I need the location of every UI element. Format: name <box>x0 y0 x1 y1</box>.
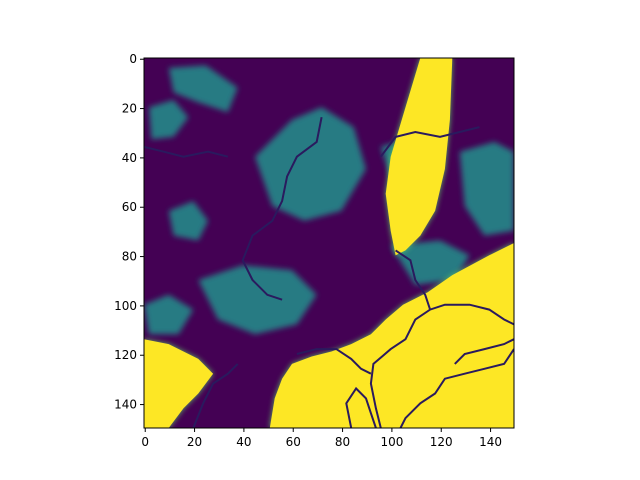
heatmap-yellow-region-0 <box>269 243 514 428</box>
y-tick-label: 80 <box>122 250 137 264</box>
border-line-7 <box>144 145 229 158</box>
border-line-1 <box>399 348 514 428</box>
border-line-3 <box>296 348 372 375</box>
border-line-8 <box>192 363 239 428</box>
heatmap-teal-patch-7 <box>390 240 470 285</box>
heatmap-teal-patch-0 <box>148 99 189 140</box>
x-tick-label: 20 <box>187 435 202 449</box>
heatmap-yellow-region-2 <box>144 339 214 428</box>
y-tick-label: 120 <box>114 348 137 362</box>
x-tick-label: 100 <box>380 435 403 449</box>
y-tick-label: 140 <box>114 398 137 412</box>
heatmap-teal-patch-8 <box>144 294 194 335</box>
y-tick-label: 0 <box>129 52 137 66</box>
x-tick-label: 80 <box>335 435 350 449</box>
y-axis: 0 20 40 60 80 100 120 140 <box>114 52 144 412</box>
y-tick-label: 100 <box>114 299 137 313</box>
heatmap-teal-patch-2 <box>255 107 366 221</box>
heatmap-border-layer <box>144 117 514 428</box>
heatmap-yellow-layer <box>144 58 514 428</box>
border-line-9 <box>454 338 514 365</box>
y-tick-label: 40 <box>122 151 137 165</box>
x-tick-label: 140 <box>479 435 502 449</box>
x-tick-label: 0 <box>141 435 149 449</box>
border-line-4 <box>395 249 432 310</box>
border-line-2 <box>345 386 377 428</box>
border-line-0 <box>369 303 514 428</box>
x-tick-label: 60 <box>286 435 301 449</box>
heatmap-teal-patch-1 <box>168 65 238 113</box>
plot-area <box>144 58 514 428</box>
y-tick-label: 20 <box>122 102 137 116</box>
y-tick-label: 60 <box>122 200 137 214</box>
x-axis: 0 20 40 60 80 100 120 140 <box>141 428 502 449</box>
x-tick-label: 40 <box>236 435 251 449</box>
heatmap-teal-patch-6 <box>459 141 514 236</box>
heatmap-teal-patch-3 <box>168 201 209 241</box>
plot-frame <box>143 57 515 429</box>
heatmap-teal-patch-4 <box>198 265 317 335</box>
border-line-6 <box>241 117 323 301</box>
x-tick-label: 120 <box>430 435 453 449</box>
heatmap-yellow-region-1 <box>385 58 453 256</box>
border-line-5 <box>379 126 480 158</box>
